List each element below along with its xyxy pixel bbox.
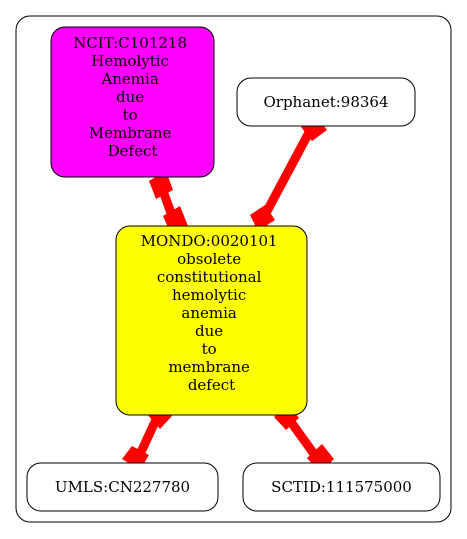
node-mondo-label: MONDO:0020101 obsolete constitutional he…: [141, 232, 283, 394]
edge-marker: [250, 205, 275, 231]
edge-marker: [149, 171, 173, 199]
node-orphanet-label: Orphanet:98364: [263, 93, 388, 111]
edge-orphanet-mondo: [250, 116, 327, 231]
node-ncit-label: NCIT:C101218 Hemolytic Anemia due to Mem…: [73, 34, 192, 160]
node-sctid[interactable]: SCTID:111575000: [242, 462, 441, 512]
edge-ncit-mondo: [149, 171, 188, 232]
cluster-border: [15, 15, 452, 523]
node-umls-label: UMLS:CN227780: [55, 478, 190, 496]
node-sctid-label: SCTID:111575000: [271, 478, 412, 496]
node-orphanet[interactable]: Orphanet:98364: [236, 77, 416, 127]
node-ncit[interactable]: NCIT:C101218 Hemolytic Anemia due to Mem…: [50, 26, 215, 178]
node-umls[interactable]: UMLS:CN227780: [26, 462, 219, 512]
node-mondo[interactable]: MONDO:0020101 obsolete constitutional he…: [115, 225, 308, 416]
